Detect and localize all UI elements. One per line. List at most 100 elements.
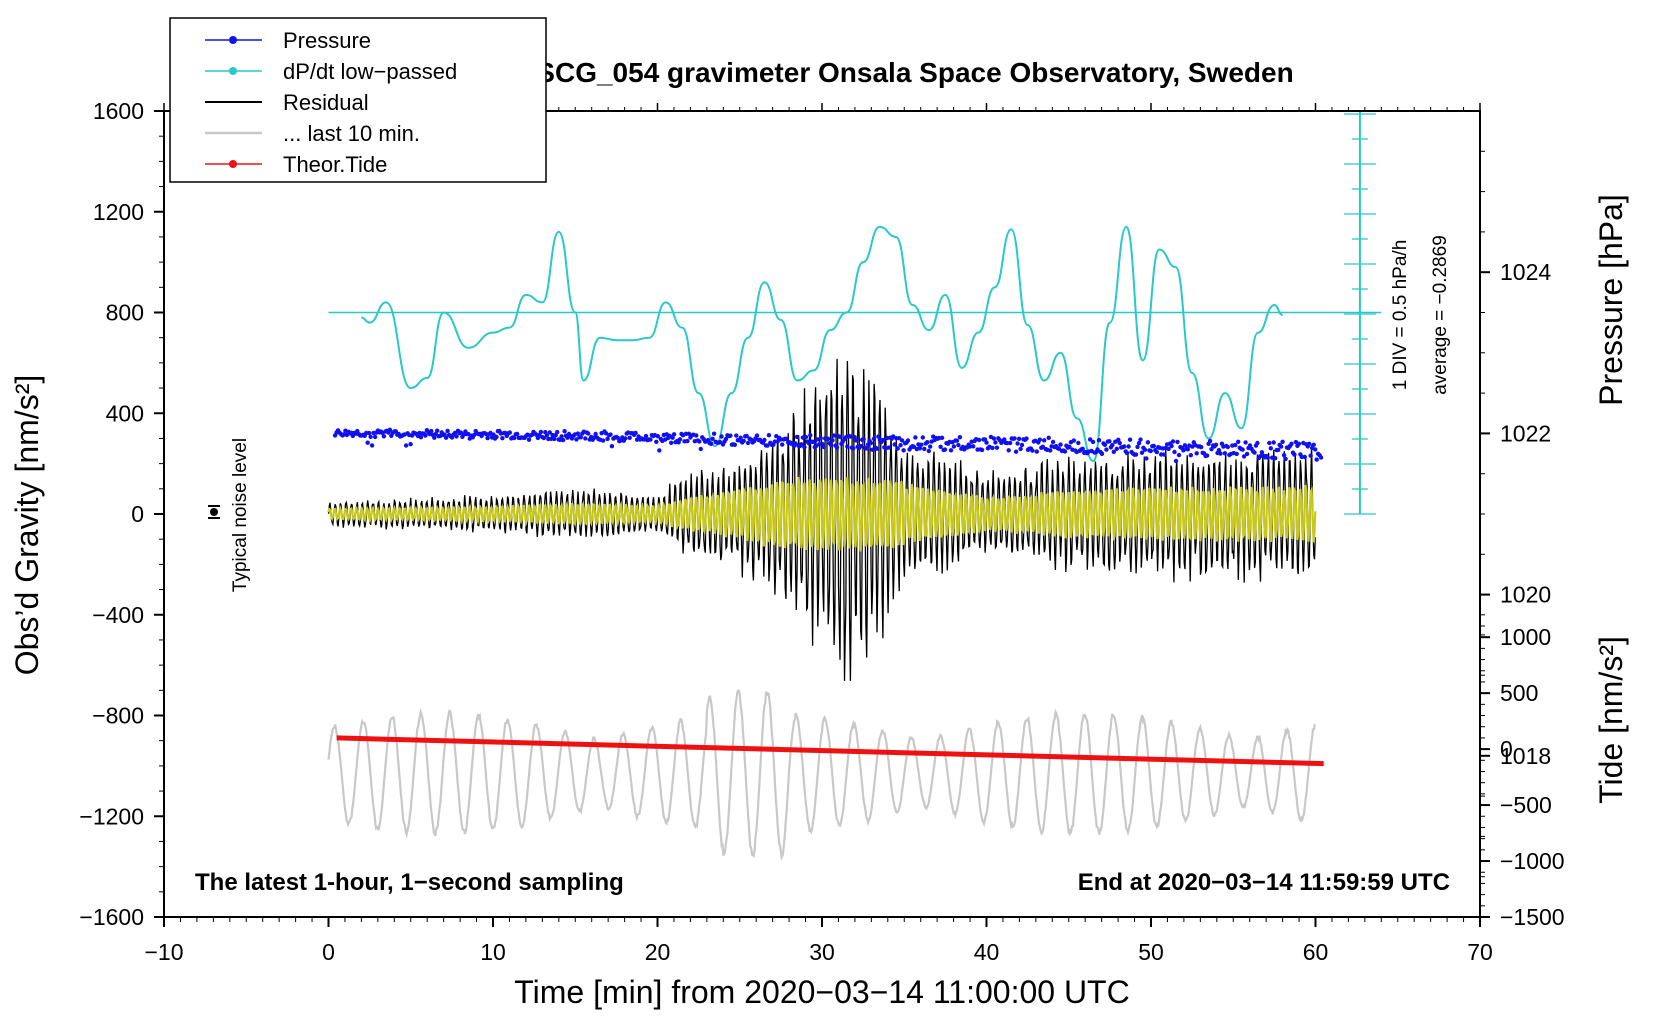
tide-tick-label: −1500 xyxy=(1500,904,1565,930)
legend: Pressure dP/dt low−passed Residual ... l… xyxy=(169,17,547,183)
pressure-point xyxy=(874,446,880,451)
pressure-point xyxy=(552,436,557,442)
pressure-point xyxy=(837,434,843,439)
noise-level-label: Typical noise level xyxy=(230,438,251,592)
pressure-point xyxy=(365,440,370,445)
y-tick-label: −1600 xyxy=(79,904,144,930)
pressure-point xyxy=(1255,440,1260,446)
pressure-point xyxy=(901,448,906,453)
plot-frame xyxy=(163,110,1481,918)
pressure-point xyxy=(971,444,976,449)
x-axis-label: Time [min] from 2020−03−14 11:00:00 UTC xyxy=(514,974,1129,1010)
pressure-point xyxy=(633,430,638,436)
pressure-point xyxy=(418,435,424,440)
pressure-point xyxy=(685,438,690,444)
pressure-point xyxy=(899,438,905,443)
pressure-point xyxy=(1313,447,1318,452)
pressure-point xyxy=(719,434,724,439)
pressure-point xyxy=(1172,449,1177,455)
pressure-point xyxy=(830,438,835,443)
pressure-point xyxy=(555,429,560,435)
pressure-point xyxy=(1142,447,1148,452)
pressure-point xyxy=(1234,451,1239,457)
y-tick-label: −800 xyxy=(92,703,144,729)
residual-filtered-series xyxy=(327,476,1317,552)
pressure-point xyxy=(1194,451,1199,456)
pressure-point xyxy=(1311,442,1316,447)
pressure-point xyxy=(485,435,490,441)
pressure-point xyxy=(1213,442,1219,447)
pressure-point xyxy=(1154,449,1160,455)
pressure-point xyxy=(710,436,715,441)
dpdt-average-label: average = −0.2869 xyxy=(1430,235,1451,395)
pressure-point xyxy=(387,427,393,432)
pressure-point xyxy=(928,444,933,449)
pressure-point xyxy=(876,434,881,439)
pressure-point xyxy=(754,433,760,438)
x-tick-label: 30 xyxy=(809,939,835,965)
pressure-point xyxy=(512,435,517,441)
pressure-point xyxy=(1018,446,1023,452)
pressure-point xyxy=(821,444,826,450)
pressure-point xyxy=(1114,446,1120,451)
pressure-point xyxy=(1185,447,1191,452)
pressure-point xyxy=(948,448,954,453)
pressure-point xyxy=(1095,447,1100,452)
pressure-point xyxy=(723,436,729,442)
pressure-point xyxy=(1225,444,1231,450)
pressure-point xyxy=(851,446,856,451)
legend-label-dpdt: dP/dt low−passed xyxy=(283,59,457,84)
pressure-point xyxy=(895,446,900,451)
pressure-point xyxy=(507,430,512,435)
pressure-point xyxy=(1002,437,1007,442)
pressure-point xyxy=(1292,452,1297,457)
pressure-point xyxy=(432,435,437,440)
pressure-point xyxy=(1199,444,1204,450)
pressure-point xyxy=(1136,441,1142,446)
pressure-point xyxy=(1307,441,1312,446)
data-layer xyxy=(327,111,1382,861)
pressure-point xyxy=(1244,451,1250,457)
pressure-point xyxy=(979,447,985,453)
pressure-point xyxy=(925,440,930,445)
pressure-point xyxy=(919,442,924,447)
pressure-point xyxy=(1241,454,1247,459)
pressure-point xyxy=(366,430,372,436)
x-tick-label: 70 xyxy=(1467,939,1493,965)
legend-label-pressure: Pressure xyxy=(283,28,371,53)
pressure-tick-label: 1018 xyxy=(1500,743,1551,769)
y-tick-label: −400 xyxy=(92,602,144,628)
pressure-point xyxy=(698,446,703,452)
pressure-point xyxy=(1271,440,1276,445)
pressure-point xyxy=(1080,446,1085,451)
pressure-point xyxy=(1124,450,1130,456)
pressure-point xyxy=(794,434,800,440)
pressure-point xyxy=(515,431,520,437)
pressure-point xyxy=(762,437,767,443)
y-tick-label: 400 xyxy=(106,400,144,426)
pressure-point xyxy=(1034,449,1040,454)
pressure-point xyxy=(1139,450,1145,455)
y-axis-label-left: Obs’d Gravity [nm/s²] xyxy=(9,375,45,676)
pressure-point xyxy=(868,440,874,446)
pressure-point xyxy=(1296,441,1302,446)
pressure-point xyxy=(845,444,850,449)
pressure-point xyxy=(1016,436,1022,441)
pressure-point xyxy=(734,433,739,438)
tide-tick-label: 500 xyxy=(1500,680,1538,706)
pressure-point xyxy=(854,438,859,443)
pressure-point xyxy=(1216,448,1222,453)
chart-title: SCG_054 gravimeter Onsala Space Observat… xyxy=(536,57,1293,88)
pressure-point xyxy=(738,435,743,440)
pressure-point xyxy=(1166,446,1171,452)
pressure-point xyxy=(926,448,931,454)
pressure-point xyxy=(905,438,911,443)
x-tick-label: 0 xyxy=(322,939,335,965)
pressure-point xyxy=(1019,442,1025,448)
pressure-point xyxy=(886,445,891,450)
pressure-point xyxy=(541,435,546,441)
pressure-point xyxy=(1122,444,1127,449)
pressure-point xyxy=(1236,439,1241,444)
pressure-point xyxy=(1318,455,1324,460)
